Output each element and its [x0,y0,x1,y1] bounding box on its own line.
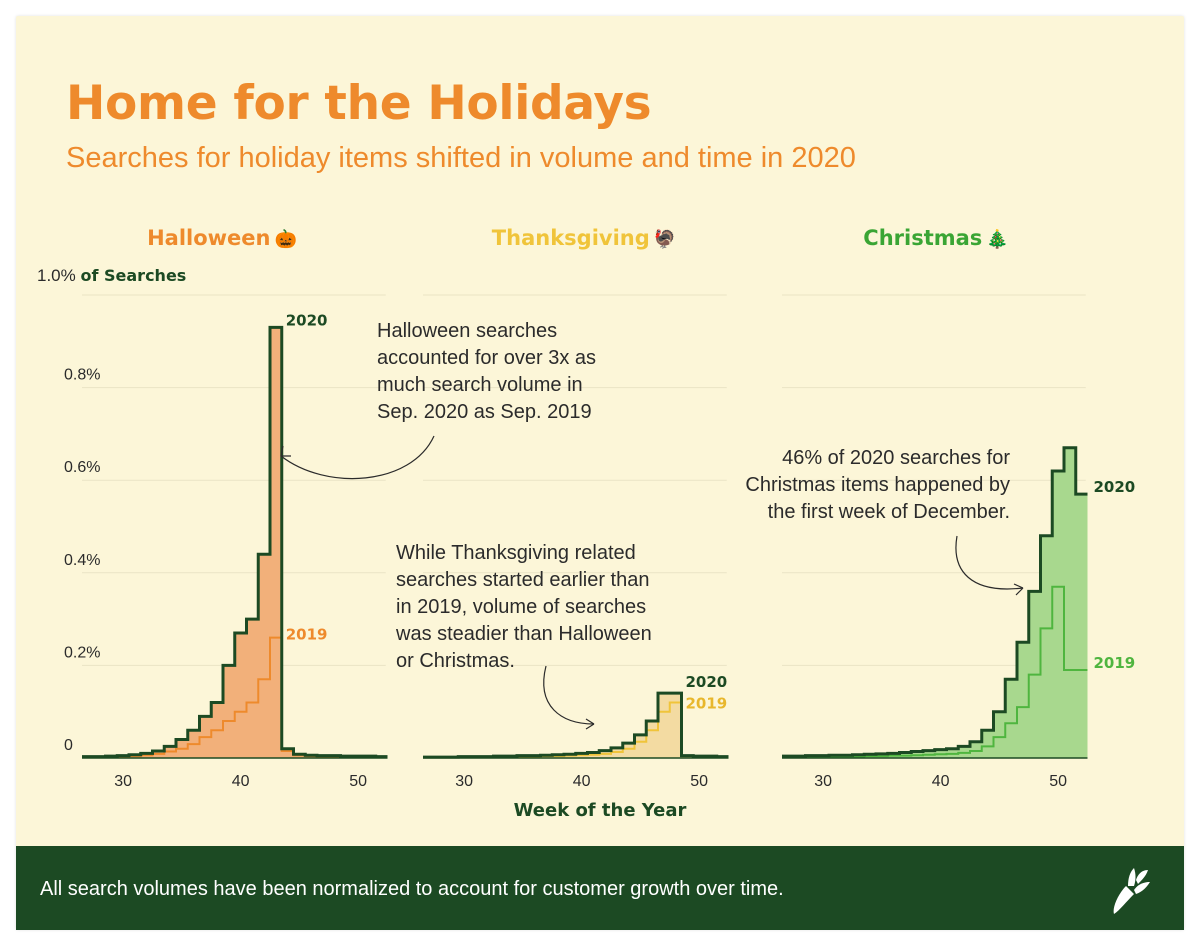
arrowhead-thanksgiving [585,718,595,730]
holiday-charts: 0.8% 0.6% 0.4% 0.2% 0 30 40 50 2020 2019 30 40 50 20… [64,294,1136,790]
thanksgiving-note: While Thanksgiving related searches star… [396,540,652,675]
thanksgiving-note-line: searches started earlier than [396,569,650,591]
thanksgiving-note-line: was steadier than Halloween [396,623,652,645]
christmas-panel-title: Christmas 🎄 [836,226,1036,250]
x-tick-label: 40 [232,773,250,790]
y-tick-label: 0 [64,737,73,754]
christmas-note: 46% of 2020 searches for Christmas items… [706,445,1010,526]
halloween-panel-title: Halloween 🎃 [122,226,322,250]
series-label-2020: 2020 [286,311,328,329]
pumpkin-icon: 🎃 [274,229,297,250]
halloween-note-line: accounted for over 3x as [377,347,597,369]
thanksgiving-note-line: While Thanksgiving related [396,542,636,564]
y-tick-label: 0.4% [64,552,100,569]
thanksgiving-panel-title: Thanksgiving 🦃 [464,226,704,250]
halloween-note: Halloween searches accounted for over 3x… [377,318,596,426]
series-label-2019: 2019 [1094,654,1136,672]
christmas-note-line: 46% of 2020 searches for [782,447,1010,469]
line-2020 [82,325,388,759]
annotation-arrow-halloween [280,435,435,480]
line-2020 [423,691,729,759]
annotation-arrow-christmas [955,535,1024,590]
area-2020 [82,327,388,758]
page-title: Home for the Holidays [66,76,652,131]
line-2019 [782,585,1088,759]
panel-christmas: 30 40 50 2020 2019 [782,446,1136,790]
x-tick-label: 30 [814,773,832,790]
x-tick-label: 50 [349,773,367,790]
annotation-arrow-thanksgiving [543,665,595,725]
series-label-2019: 2019 [686,694,728,712]
turkey-icon: 🦃 [653,229,677,250]
arrowhead-halloween [280,445,291,457]
series-label-2019: 2019 [286,626,328,644]
x-tick-label: 30 [455,773,473,790]
page-subtitle: Searches for holiday items shifted in vo… [66,142,856,174]
halloween-title-text: Halloween [147,226,271,250]
x-axis-label: Week of the Year [513,800,687,821]
footer-bar: All search volumes have been normalized … [16,846,1184,930]
carrot-logo-icon [1113,868,1150,914]
x-tick-label: 30 [114,773,132,790]
panel-thanksgiving: 30 40 50 2020 2019 [423,673,729,790]
line-2020 [782,446,1088,758]
halloween-note-line: Halloween searches [377,320,558,342]
christmas-note-line: the first week of December. [767,501,1010,523]
x-tick-label: 50 [690,773,708,790]
y-axis-top-suffix: of Searches [80,266,187,285]
area-2020 [423,693,729,758]
christmas-title-text: Christmas [863,226,983,250]
series-label-2020: 2020 [686,673,728,691]
series-label-2020: 2020 [1094,478,1136,496]
x-tick-label: 40 [573,773,591,790]
y-axis-top-value: 1.0% [37,266,76,285]
thanksgiving-note-line: in 2019, volume of searches [396,596,647,618]
arrowhead-christmas [1013,583,1024,596]
halloween-note-line: Sep. 2020 as Sep. 2019 [377,401,592,423]
infographic-card: Home for the Holidays Searches for holid… [16,16,1184,930]
y-tick-label: 0.2% [64,644,100,661]
footer-note: All search volumes have been normalized … [40,878,784,900]
y-axis-top-label: 1.0% of Searches [37,266,186,286]
thanksgiving-note-line: or Christmas. [396,650,515,672]
christmas-note-line: Christmas items happened by [745,474,1010,496]
tree-icon: 🎄 [986,229,1009,250]
halloween-note-line: much search volume in [377,374,583,396]
y-tick-label: 0.8% [64,367,100,384]
thanksgiving-title-text: Thanksgiving [491,226,650,250]
x-tick-label: 40 [932,773,950,790]
panel-halloween: 30 40 50 2020 2019 [82,311,388,790]
y-tick-label: 0.6% [64,459,100,476]
x-tick-label: 50 [1049,773,1067,790]
